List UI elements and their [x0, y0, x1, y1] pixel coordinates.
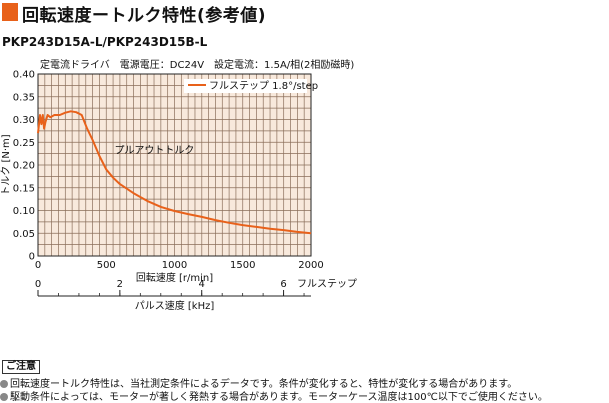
secondary-tick-label: 0: [35, 279, 41, 290]
bullet-icon: [0, 393, 8, 401]
x-tick-label: 500: [97, 260, 116, 271]
y-tick-label: 0.25: [13, 138, 35, 149]
secondary-tick-label: 4: [199, 279, 205, 290]
x-axis-label: 回転速度 [r/min]: [136, 271, 213, 284]
notes-title: ご注意: [2, 360, 40, 374]
header-accent-square: [2, 3, 18, 21]
series-line-fullstep: [37, 110, 312, 235]
x-tick-label: 2000: [298, 260, 323, 271]
secondary-tick-label: 6: [280, 279, 286, 290]
y-tick-label: 0.05: [13, 229, 35, 240]
legend-box: [184, 79, 307, 93]
y-axis-label: トルク [N·m]: [0, 134, 12, 195]
page-title: 回転速度ートルク特性(参考値): [22, 6, 267, 26]
legend-label: フルステップ 1.8°/step: [209, 80, 318, 92]
y-tick-label: 0.40: [13, 70, 35, 81]
secondary-axis-label: パルス速度 [kHz]: [135, 299, 215, 312]
x-tick-label: 0: [35, 260, 41, 271]
note-item-1: 回転速度ートルク特性は、当社測定条件によるデータです。条件が変化すると、特性が変…: [0, 375, 517, 390]
y-tick-label: 0.35: [13, 92, 35, 103]
y-tick-label: 0.30: [13, 115, 35, 126]
test-conditions: 定電流ドライバ 電源電圧：DC24V 設定電流：1.5A/相(2相励磁時): [40, 60, 355, 71]
y-tick-label: 0.20: [13, 161, 35, 172]
note-item-2: 駆動条件によっては、モーターが著しく発熱する場合があります。モーターケース温度は…: [0, 388, 548, 403]
y-tick-label: 0.15: [13, 183, 35, 194]
x-tick-label: 1500: [230, 260, 255, 271]
torque-chart: 0 0.05 0.10 0.15 0.20 0.25 0.30 0.35 0.40 0 500 100…: [0, 70, 357, 313]
y-tick-label: 0: [29, 252, 35, 263]
note-text-1: 回転速度ートルク特性は、当社測定条件によるデータです。条件が変化すると、特性が変…: [10, 379, 518, 390]
model-number: PKP243D15A-L/PKP243D15B-L: [2, 35, 208, 49]
secondary-axis-unit-label: フルステップ: [297, 278, 357, 290]
note-text-2: 駆動条件によっては、モーターが著しく発熱する場合があります。モーターケース温度は…: [10, 392, 548, 403]
annotation-pullout-torque: プルアウトトルク: [114, 145, 194, 157]
y-tick-label: 0.10: [13, 206, 35, 217]
bullet-icon: [0, 380, 8, 388]
plot-frame: [37, 73, 312, 257]
secondary-tick-label: 2: [117, 279, 123, 290]
x-tick-label: 1000: [162, 260, 187, 271]
